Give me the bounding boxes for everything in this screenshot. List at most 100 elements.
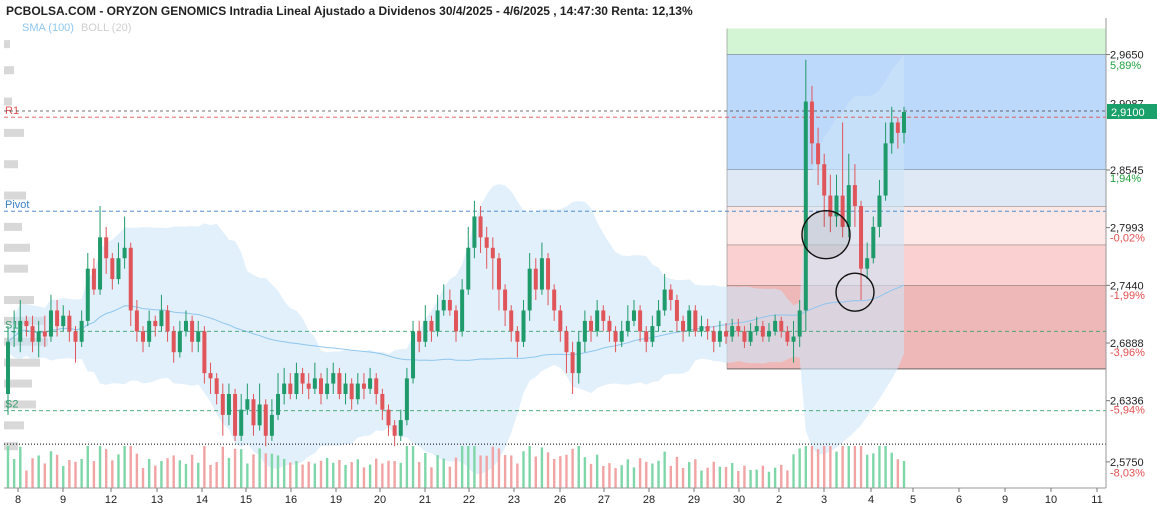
candle-body <box>490 247 495 259</box>
profile-bar <box>4 400 36 409</box>
fib-band <box>727 54 1106 170</box>
volume-bar <box>37 455 40 488</box>
volume-bar <box>638 458 642 488</box>
volume-bar <box>479 455 482 488</box>
volume-bar <box>442 458 445 488</box>
volume-bar <box>338 460 341 488</box>
volume-bar <box>467 446 470 488</box>
volume-bar <box>246 463 249 488</box>
volume-bar <box>798 448 801 488</box>
candle-body <box>202 331 207 374</box>
volume-bar <box>626 459 630 488</box>
pct-label: -3,96% <box>1110 347 1145 359</box>
volume-bar <box>55 454 59 488</box>
volume-bar <box>80 458 83 488</box>
pivot-label: Pivot <box>5 199 29 211</box>
volume-bar <box>276 455 280 488</box>
candle-body <box>589 320 594 332</box>
profile-bar <box>4 358 40 367</box>
profile-bar <box>4 264 28 273</box>
bollinger-envelope <box>8 54 904 475</box>
candle-body <box>539 258 544 290</box>
candle-body <box>251 399 256 426</box>
volume-bar <box>460 446 464 488</box>
x-tick-label: 26 <box>554 494 566 506</box>
x-tick-label: 11 <box>1091 494 1102 506</box>
candle-body <box>871 226 876 259</box>
candle-body <box>503 289 508 311</box>
candle-body <box>159 310 164 327</box>
legend-boll[interactable]: BOLL (20) <box>81 22 132 34</box>
volume-bar <box>436 455 439 488</box>
volume-bar <box>749 469 752 488</box>
candle-body <box>349 383 354 400</box>
candle-body <box>527 268 532 311</box>
candle-body <box>785 331 790 342</box>
volume-bar <box>240 449 243 488</box>
volume-bar <box>608 463 611 488</box>
volume-bar <box>718 466 722 488</box>
volume-bar <box>264 453 267 488</box>
volume-bar <box>516 463 519 488</box>
x-tick-label: 27 <box>598 494 610 506</box>
volume-bar <box>92 461 96 488</box>
volume-bar <box>675 456 679 488</box>
volume-bar <box>730 462 734 488</box>
candle-body <box>98 237 103 290</box>
volume-bar <box>258 448 261 488</box>
volume-bar <box>528 446 531 488</box>
volume-bar <box>430 467 433 488</box>
candle-body <box>791 336 796 342</box>
candle-body <box>288 383 293 394</box>
x-tick-label: 19 <box>330 494 342 506</box>
x-tick-label: 5 <box>910 494 916 506</box>
profile-bar <box>4 222 22 231</box>
candle-body <box>441 300 446 311</box>
pct-label: 1,94% <box>1110 173 1141 185</box>
sma-line <box>7 284 905 361</box>
candle-body <box>766 331 771 337</box>
candle-body <box>865 258 870 269</box>
candle-body <box>245 399 250 410</box>
x-tick-label: 6 <box>956 494 962 506</box>
x-tick-label: 13 <box>151 494 163 506</box>
volume-bar <box>890 452 893 488</box>
candle-body <box>269 414 274 436</box>
volume-bar <box>282 458 286 488</box>
candle-body <box>18 320 23 342</box>
candle-body <box>797 310 802 337</box>
volume-bar <box>31 458 34 488</box>
volume-bar <box>804 446 808 488</box>
volume-bar <box>546 452 550 488</box>
volume-bar <box>896 459 900 488</box>
volume-bar <box>559 456 562 488</box>
candle-body <box>472 216 477 248</box>
volume-bar <box>325 457 329 488</box>
candle-body <box>331 373 336 384</box>
y-tick-label: 2,6336 <box>1110 396 1144 408</box>
candle-body <box>816 143 821 165</box>
candle-body <box>190 320 195 342</box>
x-tick-label: 20 <box>374 494 386 506</box>
candle-body <box>711 331 716 342</box>
volume-bar <box>381 463 384 488</box>
volume-bar <box>62 465 65 488</box>
candle-body <box>134 310 139 332</box>
x-tick-label: 4 <box>868 494 874 506</box>
volume-bar <box>872 453 875 488</box>
candle-body <box>177 331 182 353</box>
x-tick-label: 22 <box>463 494 475 506</box>
candle-body <box>276 394 281 415</box>
candle-body <box>662 289 667 311</box>
candle-body <box>411 331 416 379</box>
volume-bar <box>859 446 863 488</box>
volume-bar <box>602 465 605 488</box>
legend-sma[interactable]: SMA (100) <box>22 22 74 34</box>
volume-bar <box>123 446 126 488</box>
candle-body <box>122 247 127 259</box>
candle-body <box>368 378 373 389</box>
volume-bar <box>595 454 599 488</box>
volume-bar <box>847 446 850 488</box>
volume-bar <box>141 468 145 488</box>
candle-body <box>809 101 814 144</box>
